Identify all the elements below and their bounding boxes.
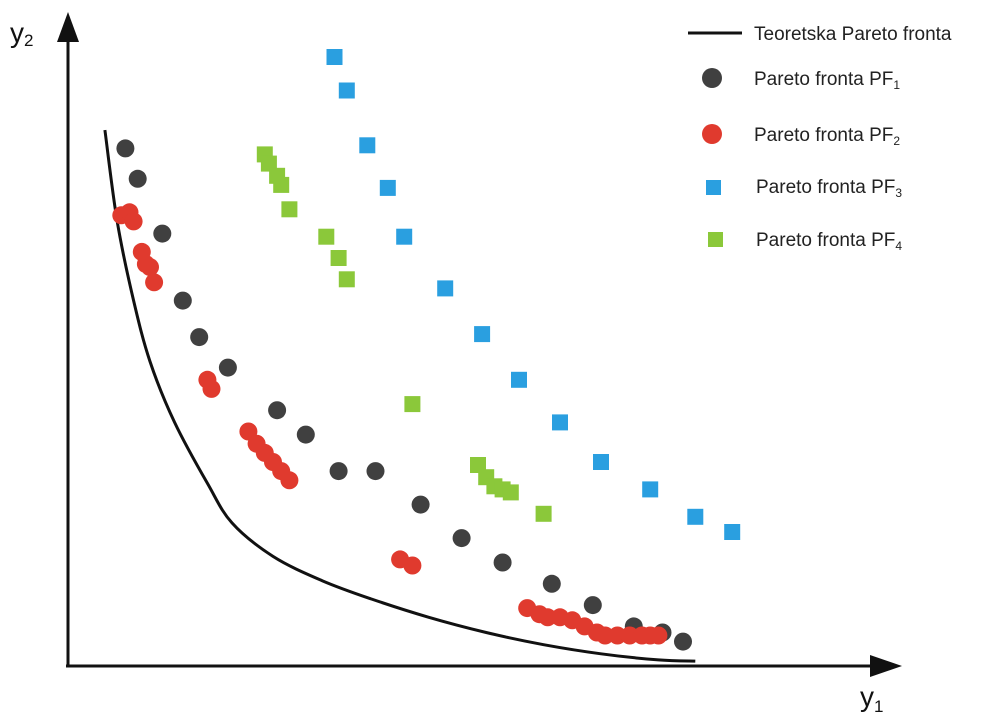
pf4-point [502,484,519,501]
pf1-point [493,553,512,572]
y-axis-arrow [57,12,79,42]
pf1-point [674,632,692,651]
pf3-point [687,508,704,525]
pf3-point [474,326,491,343]
pf1-point [190,328,209,347]
pf1-point [173,291,192,310]
pf1-point [366,462,385,481]
theoretical-front-line [103,129,696,663]
pf3-point [359,137,376,154]
legend-swatch-pf2 [702,124,722,144]
pf4-point [404,396,421,413]
pf4-point [470,457,486,473]
pf2-point [280,471,299,490]
pf2-point [620,626,639,645]
pf2-point [649,626,668,645]
data-points [112,49,741,651]
pf1-point [218,358,237,377]
x-axis-arrow [870,655,902,677]
pf1-point [153,224,172,243]
pf4-point [260,155,277,172]
pf1-point [542,574,561,593]
legend: Teoretska Pareto fronta Pareto fronta PF… [688,24,952,253]
pf2-point [141,258,159,277]
pf2-point [403,556,422,575]
legend-swatch-pf3 [706,180,721,195]
pf3-point [642,481,659,498]
pf1-point [128,169,147,188]
legend-label-pf4: Pareto fronta PF4 [756,230,902,253]
pf3-point [552,414,568,431]
pf3-point [511,371,527,388]
legend-swatch-pf1 [702,68,722,88]
pf2-point [145,273,164,292]
legend-label-pf1: Pareto fronta PF1 [754,69,900,92]
pf4-point [273,176,290,193]
legend-label-pf3: Pareto fronta PF3 [756,177,902,200]
pf4-point [281,201,298,218]
pf3-point [437,280,454,297]
legend-label-pf2: Pareto fronta PF2 [754,125,900,148]
pf3-point [338,82,355,99]
x-axis-label: y1 [860,681,883,716]
pf4-point [338,271,355,288]
pf1-point [452,529,471,548]
pf2-point [124,212,143,231]
pf2-point [538,608,557,627]
legend-label-theoretical: Teoretska Pareto fronta [754,24,952,45]
pf1-point [116,139,135,158]
pf2-point [202,379,221,398]
pf3-point [724,524,741,540]
pf2-point [596,626,615,645]
pf1-point [329,462,348,481]
pf2-point [608,626,627,645]
pf3-point [396,228,413,245]
pf1-point [583,596,602,615]
pf3-point [326,49,343,65]
axes [57,12,902,677]
pf4-point [535,505,552,522]
pf4-point [318,228,335,245]
pf3-point [593,454,609,470]
y-axis-label: y2 [10,17,33,50]
pf4-point [330,250,347,266]
legend-swatch-pf4 [708,232,723,247]
pf1-point [296,425,315,444]
pf3-point [379,179,396,196]
pf1-point [411,495,430,514]
pf1-point [268,401,287,420]
